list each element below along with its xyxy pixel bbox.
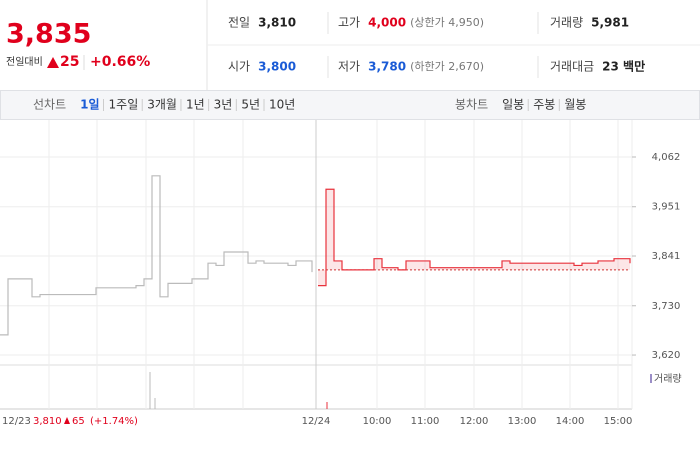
tab[interactable]: 주봉	[533, 98, 555, 112]
up-icon	[47, 57, 59, 68]
y-tick-label: 3,620	[652, 350, 681, 361]
stat-label: 고가	[338, 16, 360, 30]
x-tick-label: 14:00	[556, 416, 585, 427]
tab-bar	[0, 90, 700, 120]
prev-date: 12/23	[2, 416, 31, 427]
y-tick-label: 3,730	[652, 301, 681, 312]
stat-label: 시가	[228, 60, 250, 74]
tab[interactable]: 3개월	[147, 98, 177, 112]
stat-value: 4,000	[368, 16, 406, 30]
x-tick-label: 12/24	[302, 416, 331, 427]
x-tick-label: 15:00	[604, 416, 633, 427]
stat-value: 5,981	[591, 16, 629, 30]
change: 25	[60, 54, 79, 70]
prev-change-pct: (+1.74%)	[90, 416, 138, 427]
tab[interactable]: 1일	[80, 98, 99, 112]
stat-label: 저가	[338, 60, 360, 74]
tab[interactable]: 일봉	[502, 98, 524, 112]
tab[interactable]: 1년	[186, 98, 205, 112]
y-tick-label: 3,841	[652, 251, 681, 262]
x-tick-label: 11:00	[411, 416, 440, 427]
x-tick-label: 12:00	[460, 416, 489, 427]
stat-label: 전일	[228, 16, 250, 30]
tab-label: 선차트	[33, 98, 66, 112]
tab[interactable]: 1주일	[109, 98, 139, 112]
tab[interactable]: 월봉	[564, 98, 586, 112]
stat-value: 3,810	[258, 16, 296, 30]
stat-value: 3,780	[368, 60, 406, 74]
tab-label: 봉차트	[455, 98, 488, 112]
price-line	[318, 188, 631, 287]
volume-legend: 거래량	[654, 373, 682, 385]
prev-close: 3,810	[33, 416, 62, 427]
x-tick-label: 10:00	[363, 416, 392, 427]
y-tick-label: 4,062	[652, 152, 681, 163]
y-tick-label: 3,951	[652, 202, 681, 213]
change-label: 전일대비	[6, 56, 43, 68]
price: 3,835	[6, 19, 91, 50]
tab[interactable]: 10년	[269, 98, 295, 112]
stat-note: (하한가 2,670)	[410, 59, 484, 73]
tab[interactable]: 5년	[241, 98, 260, 112]
stat-note: (상한가 4,950)	[410, 16, 484, 29]
stat-value: 3,800	[258, 60, 296, 74]
change-pct: +0.66%	[90, 54, 150, 70]
stat-value: 23 백만	[602, 59, 645, 74]
prev-change: 65	[72, 416, 85, 427]
x-tick-label: 13:00	[508, 416, 537, 427]
stat-label: 거래량	[550, 16, 583, 30]
stat-label: 거래대금	[550, 60, 594, 74]
price-line	[0, 175, 313, 336]
tab[interactable]: 3년	[214, 98, 233, 112]
